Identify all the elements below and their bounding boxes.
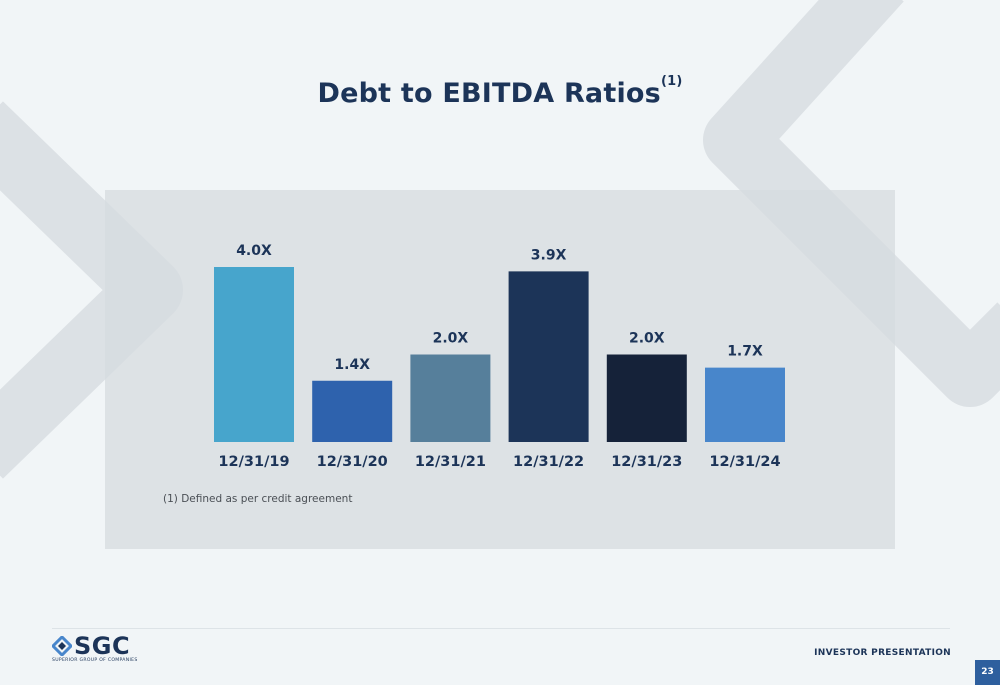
title-text: Debt to EBITDA Ratios	[317, 78, 661, 109]
bar-12-31-21	[410, 354, 491, 442]
report-label: INVESTOR PRESENTATION	[814, 648, 951, 658]
data-label: 2.0X	[629, 331, 665, 347]
company-logo: SGC SUPERIOR GROUP OF COMPANIES	[52, 632, 152, 665]
category-label: 12/31/19	[218, 454, 289, 470]
category-label: 12/31/20	[317, 454, 388, 470]
chart-panel: 4.0X 12/31/19 1.4X 12/31/20 2.0X 12/31/21 3.9X…	[105, 190, 895, 549]
logo-diamond-icon	[52, 636, 72, 656]
page-number-badge: 23	[975, 660, 1000, 685]
category-label: 12/31/23	[611, 454, 682, 470]
logo-tagline: SUPERIOR GROUP OF COMPANIES	[52, 658, 138, 663]
logo-wordmark: SGC	[74, 632, 131, 660]
bar-12-31-20	[312, 380, 393, 442]
data-label: 1.7X	[727, 344, 763, 360]
bar-12-31-19	[214, 267, 294, 442]
category-label: 12/31/21	[415, 454, 486, 470]
footer-divider	[52, 628, 950, 629]
bar-12-31-24	[705, 367, 785, 442]
data-label: 2.0X	[433, 331, 469, 347]
bar-12-31-23	[606, 354, 687, 442]
category-label: 12/31/24	[709, 454, 780, 470]
bar-12-31-22	[508, 271, 589, 442]
data-label: 3.9X	[531, 247, 567, 263]
footnote: (1) Defined as per credit agreement	[163, 493, 353, 505]
data-label: 1.4X	[334, 357, 370, 373]
data-label: 4.0X	[236, 243, 272, 259]
title-footnote-marker: (1)	[660, 74, 683, 89]
bar-chart: 4.0X 12/31/19 1.4X 12/31/20 2.0X 12/31/21 3.9X…	[214, 243, 785, 470]
category-label: 12/31/22	[513, 454, 584, 470]
page-title: Debt to EBITDA Ratios(1)	[0, 74, 1000, 109]
